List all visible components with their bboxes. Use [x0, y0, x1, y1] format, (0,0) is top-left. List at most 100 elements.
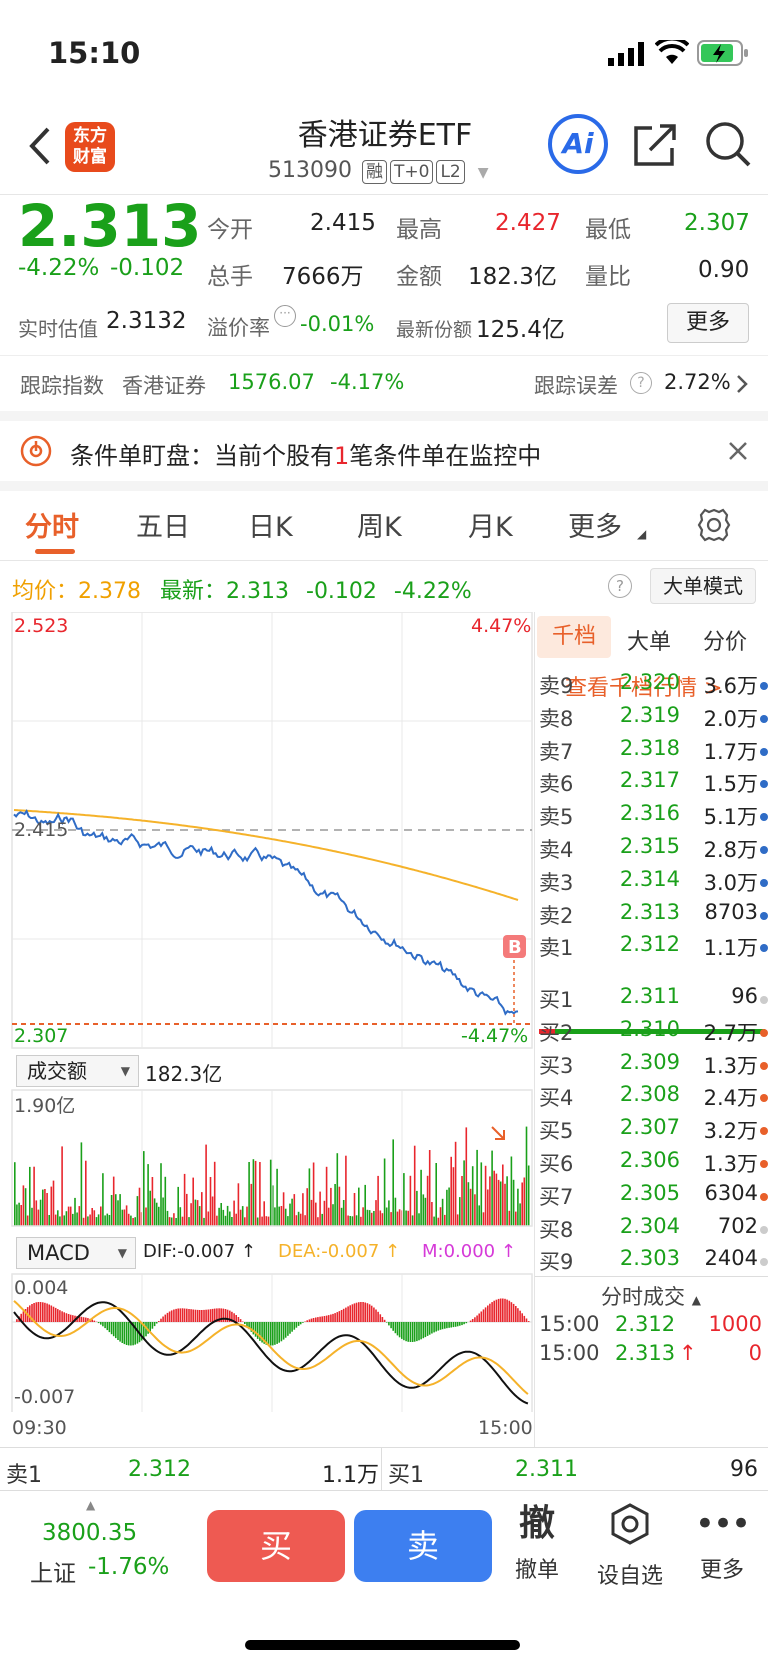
close-icon[interactable]: [728, 441, 748, 461]
tab-big-orders[interactable]: 大单: [627, 630, 672, 655]
help-icon[interactable]: ?: [630, 372, 652, 394]
macd-bar: [306, 1320, 308, 1322]
macd-bar: [117, 1322, 119, 1340]
index-value[interactable]: 3800.35: [42, 1520, 138, 1546]
last-price: 2.313: [18, 192, 202, 260]
macd-bar: [362, 1302, 364, 1322]
more-menu-button[interactable]: ••• 更多: [692, 1502, 752, 1584]
bid-row[interactable]: 买5 2.307 3.2万: [535, 1115, 768, 1149]
bid-row[interactable]: 买2 2.310 2.7万: [535, 1017, 768, 1051]
volume-bar: [499, 1181, 502, 1226]
macd-bar: [220, 1308, 222, 1322]
macd-bar: [63, 1312, 65, 1322]
volume-bar: [35, 1200, 38, 1226]
back-icon[interactable]: [26, 126, 52, 166]
bid-row[interactable]: 买8 2.304 702: [535, 1214, 768, 1248]
app-logo[interactable]: 东方 财富: [65, 122, 115, 172]
tracking-index-bar[interactable]: 跟踪指数 香港证券 1576.07 -4.17% 跟踪误差 ? 2.72%: [0, 355, 768, 411]
new-label: 最新：: [160, 579, 227, 604]
macd-bar: [147, 1322, 149, 1334]
macd-bar: [265, 1322, 268, 1345]
intraday-chart[interactable]: B 2.523 4.47% 2.415 2.307 -4.47% 1.90亿 0…: [0, 612, 535, 1412]
bid-volume: 2.7万: [703, 1020, 758, 1045]
cancel-icon: 撤: [518, 1503, 555, 1544]
help-icon-chart[interactable]: ?: [608, 574, 632, 598]
bid-row[interactable]: 买6 2.306 1.3万: [535, 1148, 768, 1182]
ratio-value: 0.90: [698, 257, 750, 283]
ask-row[interactable]: 卖5 2.316 5.1万: [535, 801, 768, 835]
tab-week-k[interactable]: 周K: [357, 512, 402, 543]
view-levels-link[interactable]: 查看千档行情 >: [565, 676, 723, 701]
bid-row[interactable]: 买4 2.308 2.4万: [535, 1082, 768, 1116]
volume-selector[interactable]: 成交额 ▼: [16, 1055, 139, 1087]
volume-bar: [108, 1215, 111, 1226]
sell-button[interactable]: 卖: [354, 1510, 492, 1582]
condition-suffix: 笔条件单在监控中: [349, 442, 542, 470]
pct-min-label: -4.47%: [461, 1025, 528, 1047]
ask-row[interactable]: 卖3 2.314 3.0万: [535, 867, 768, 901]
bid-row[interactable]: 买1 2.311 96: [535, 984, 768, 1018]
bid-row[interactable]: 买7 2.305 6304: [535, 1181, 768, 1215]
search-icon[interactable]: [704, 120, 752, 168]
bid-dot-icon: [760, 1061, 768, 1070]
macd-bar: [431, 1322, 433, 1334]
volume-bar: [194, 1199, 197, 1226]
macd-bar: [385, 1322, 388, 1323]
tab-intraday[interactable]: 分时: [25, 512, 79, 543]
ask-row[interactable]: 卖6 2.317 1.5万: [535, 768, 768, 802]
add-watchlist-button[interactable]: 设自选: [590, 1502, 670, 1590]
ask-row[interactable]: 卖7 2.318 1.7万: [535, 736, 768, 770]
tab-more[interactable]: 更多: [568, 512, 622, 543]
tab-price-dist[interactable]: 分价: [703, 630, 748, 655]
ask-row[interactable]: 卖4 2.315 2.8万: [535, 834, 768, 868]
index-pct[interactable]: -1.76%: [88, 1554, 170, 1580]
volume-bar: [205, 1144, 207, 1226]
macd-bar: [336, 1312, 339, 1322]
buy-button[interactable]: 买: [207, 1510, 345, 1582]
ask-price: 2.317: [619, 768, 680, 793]
tab-five-day[interactable]: 五日: [136, 512, 190, 543]
stock-code-row[interactable]: 513090 融 T+0 L2 ▼: [268, 158, 489, 184]
index-name[interactable]: 上证: [30, 1561, 76, 1587]
big-order-mode-button[interactable]: 大单模式: [650, 568, 756, 604]
macd-bar: [459, 1322, 461, 1326]
macd-bar: [349, 1305, 351, 1322]
dropdown-icon: ▼: [117, 1246, 127, 1260]
volume-bar: [317, 1217, 319, 1226]
macd-bar: [39, 1302, 42, 1322]
info-dots-icon[interactable]: ···: [274, 305, 296, 327]
macd-bar: [381, 1317, 384, 1322]
tab-day-k[interactable]: 日K: [248, 512, 293, 543]
tick-time: 15:00: [539, 1312, 600, 1336]
ticks-title[interactable]: 分时成交 ▲: [601, 1281, 701, 1311]
volume-bar: [80, 1142, 83, 1226]
ai-button[interactable]: Ai: [548, 114, 608, 174]
ask-row[interactable]: 卖1 2.312 1.1万: [535, 932, 768, 966]
bid-row[interactable]: 买9 2.303 2404: [535, 1246, 768, 1280]
cancel-order-label: 撤单: [514, 1558, 559, 1583]
volume-bar: [138, 1187, 141, 1226]
macd-bar: [192, 1309, 194, 1322]
volume-bar: [209, 1177, 212, 1226]
macd-bar: [439, 1322, 442, 1330]
tab-thousand-levels[interactable]: 千档: [537, 616, 611, 658]
settings-gear-icon[interactable]: [696, 507, 732, 543]
more-button[interactable]: 更多: [667, 303, 749, 343]
ask-row[interactable]: 卖2 2.313 8703: [535, 900, 768, 934]
macd-bar: [29, 1305, 31, 1322]
condition-order-banner[interactable]: 条件单盯盘：当前个股有1笔条件单在监控中: [0, 411, 768, 491]
macd-bar: [420, 1322, 422, 1340]
ask-row[interactable]: 卖8 2.319 2.0万: [535, 703, 768, 737]
bid-price: 2.307: [619, 1115, 680, 1140]
ask-row[interactable]: 卖9 2.320 3.6万: [535, 670, 768, 704]
macd-bar: [57, 1309, 59, 1322]
tab-month-k[interactable]: 月K: [468, 512, 513, 543]
bid-row[interactable]: 买3 2.309 1.3万: [535, 1050, 768, 1084]
indicator-selector[interactable]: MACD ▼: [16, 1237, 136, 1269]
share-icon[interactable]: [632, 122, 678, 168]
avg-value: 2.378: [78, 579, 141, 604]
cancel-order-button[interactable]: 撤 撤单: [512, 1502, 562, 1584]
volume-bar: [487, 1189, 489, 1226]
bid-price: 2.308: [619, 1082, 680, 1107]
macd-bar: [69, 1314, 72, 1322]
